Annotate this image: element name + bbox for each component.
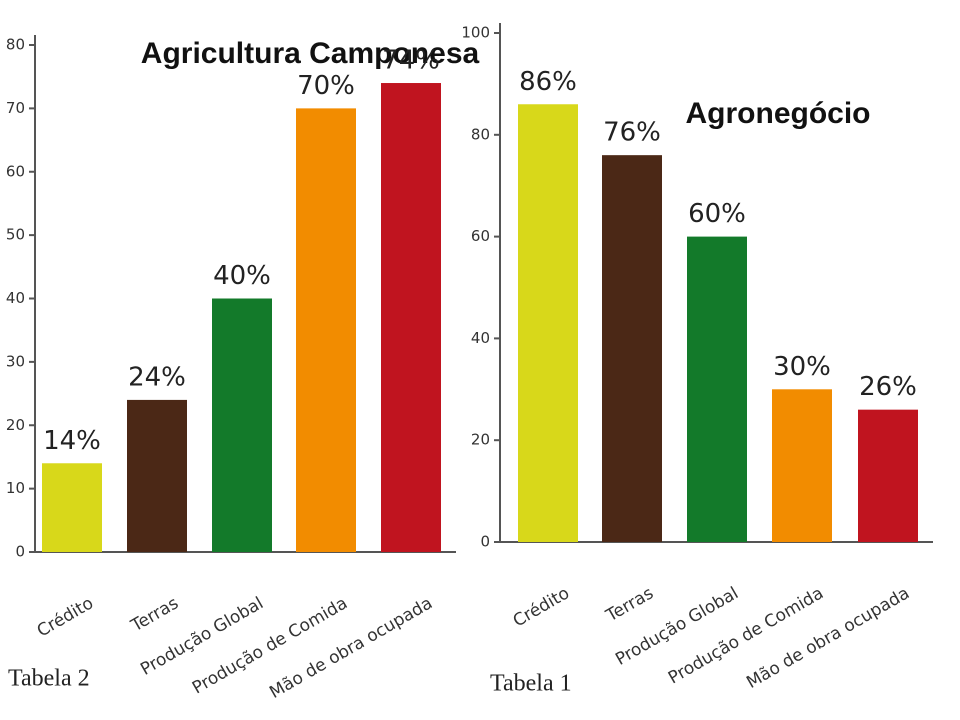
x-tick-label: Terras <box>127 593 182 636</box>
y-tick-label: 20 <box>471 431 490 449</box>
value-label: 30% <box>773 352 831 382</box>
value-label: 86% <box>519 67 577 97</box>
y-tick-label: 40 <box>471 329 490 347</box>
chart-title: Agricultura Camponesa <box>141 37 480 70</box>
x-tick-label: Terras <box>602 583 657 626</box>
y-tick-label: 0 <box>15 543 25 561</box>
y-tick-label: 80 <box>6 36 25 54</box>
bar <box>858 409 918 542</box>
x-tick-label: Mão de obra ocupada <box>266 593 436 703</box>
x-tick-label: Mão de obra ocupada <box>743 583 913 693</box>
value-label: 14% <box>43 426 101 456</box>
y-tick-label: 70 <box>6 99 25 117</box>
value-label: 76% <box>603 118 661 148</box>
bar <box>518 104 578 542</box>
y-tick-label: 60 <box>6 162 25 180</box>
caption: Tabela 1 <box>490 671 572 697</box>
y-tick-label: 50 <box>6 226 25 244</box>
y-tick-label: 60 <box>471 227 490 245</box>
value-label: 26% <box>859 372 917 402</box>
value-label: 70% <box>297 71 355 101</box>
bar <box>127 399 187 552</box>
bar <box>42 463 102 552</box>
chart-title: Agronegócio <box>686 97 871 130</box>
bar <box>296 108 356 552</box>
value-label: 74% <box>382 46 440 76</box>
bar <box>381 83 441 553</box>
y-tick-label: 30 <box>6 352 25 370</box>
value-label: 24% <box>128 362 186 392</box>
x-tick-label: Crédito <box>34 593 97 641</box>
bar <box>772 389 832 542</box>
value-label: 60% <box>688 199 746 229</box>
y-tick-label: 80 <box>471 125 490 143</box>
y-tick-label: 40 <box>6 289 25 307</box>
caption: Tabela 2 <box>8 666 90 692</box>
bar <box>212 298 272 552</box>
bar <box>687 236 747 542</box>
y-tick-label: 100 <box>461 24 490 42</box>
bar <box>602 155 662 542</box>
y-tick-label: 10 <box>6 479 25 497</box>
y-tick-label: 0 <box>480 533 490 551</box>
y-tick-label: 20 <box>6 416 25 434</box>
x-tick-label: Produção de Comida <box>665 583 827 688</box>
value-label: 40% <box>213 261 271 291</box>
x-tick-label: Crédito <box>510 583 573 631</box>
